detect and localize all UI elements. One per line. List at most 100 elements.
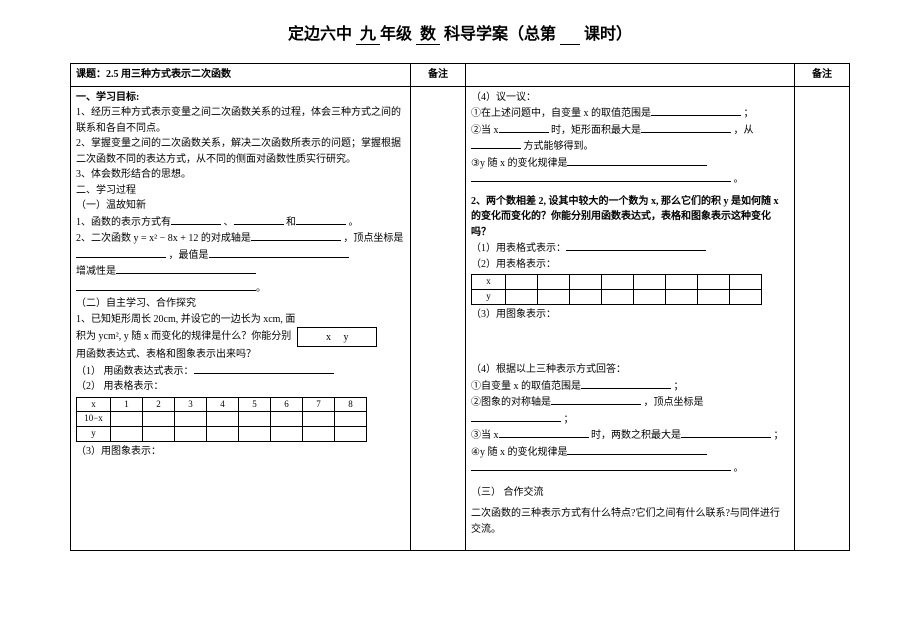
c [634, 275, 666, 290]
c [175, 412, 207, 427]
c [730, 289, 762, 304]
r1b: ； [744, 108, 754, 119]
c: 4 [207, 397, 239, 412]
c [111, 427, 143, 442]
c [538, 289, 570, 304]
r3: ③y 随 x 的变化规律是 [471, 155, 789, 172]
c [634, 289, 666, 304]
s3: （三） 合作交流 [471, 485, 789, 501]
rect-box: x y [297, 327, 377, 347]
blank [641, 122, 731, 133]
r2c: ，从 [734, 125, 754, 136]
ry: y [472, 289, 506, 304]
line-2: 2、二次函数 y = x² − 8x + 12 的对成轴是 ，顶点坐标是 [76, 230, 405, 247]
a44bb: 。 [734, 463, 744, 474]
r2d: 方式能够得到。 [524, 141, 594, 152]
blank [681, 427, 771, 438]
c [303, 412, 335, 427]
blank [567, 444, 707, 455]
r3line2: 。 [471, 171, 789, 188]
c [175, 427, 207, 442]
r3a: ③y 随 x 的变化规律是 [471, 158, 567, 169]
review-heading: （一）温故知新 [76, 198, 405, 214]
notes-left [411, 86, 466, 551]
m1-label: （1） 用函数表达式表示： [76, 366, 194, 377]
title-blank [560, 26, 580, 45]
c [602, 289, 634, 304]
r1: ①在上述问题中，自变量 x 的取值范围是 ； [471, 105, 789, 122]
rx: x [472, 275, 506, 290]
c: 2 [143, 397, 175, 412]
m2: （2） 用表格表示： [76, 379, 405, 395]
c [570, 289, 602, 304]
line-zjx: 增减性是 [76, 263, 405, 280]
c [111, 412, 143, 427]
blank [234, 214, 284, 225]
c: 3 [175, 397, 207, 412]
c [143, 427, 175, 442]
l2: 2、二次函数 y = x² − 8x + 12 的对成轴是 [76, 233, 251, 244]
blank [499, 427, 589, 438]
l2c: ，最值是 [169, 250, 209, 261]
q1b: 积为 ycm², y 随 x 而变化的规律是什么？你能分别 [76, 329, 291, 345]
m3: （3）用图象表示： [76, 444, 405, 460]
rm2: （2）用表格表示： [471, 257, 789, 273]
l1d: 。 [349, 217, 359, 228]
blank [471, 460, 731, 471]
d4: （4）议一议： [471, 90, 789, 106]
cell-y: y [77, 427, 111, 442]
c: 6 [271, 397, 303, 412]
right-content: （4）议一议： ①在上述问题中，自变量 x 的取值范围是 ； ②当 x 时，矩形… [466, 86, 795, 551]
c [698, 275, 730, 290]
c [506, 275, 538, 290]
q1: 1、已知矩形周长 20cm, 并设它的一边长为 xcm, 面 [76, 312, 405, 328]
zjx: 增减性是 [76, 266, 116, 277]
blank [551, 394, 641, 405]
q1c: 用函数表达式、表格和图象表示出来吗？ [76, 347, 405, 363]
c [506, 289, 538, 304]
table-right: x y [471, 274, 762, 305]
blank [471, 171, 731, 182]
l1a: 1、函数的表示方式有 [76, 217, 171, 228]
worksheet-table: 课题：2.5 用三种方式表示二次函数 备注 备注 一、学习目标: 1、经历三种方… [70, 63, 850, 551]
rm1: （1）用表格式表示： [471, 240, 789, 257]
notes-right [795, 86, 850, 551]
c [335, 427, 367, 442]
blank [566, 240, 706, 251]
c [730, 275, 762, 290]
line-1: 1、函数的表示方式有 、 和 。 [76, 214, 405, 231]
goals-heading: 一、学习目标: [76, 90, 405, 106]
a44a: ④y 随 x 的变化规律是 [471, 447, 567, 458]
blank [567, 155, 707, 166]
self-study-heading: （二）自主学习、合作探究 [76, 296, 405, 312]
spacer [471, 322, 789, 362]
c [207, 427, 239, 442]
a41b: ； [674, 381, 684, 392]
m1: （1） 用函数表达式表示： [76, 363, 405, 380]
rm3: （3）用图象表示： [471, 307, 789, 323]
c: 1 [111, 397, 143, 412]
c [271, 412, 303, 427]
c [666, 289, 698, 304]
rect-y: y [343, 332, 348, 343]
c [335, 412, 367, 427]
c [239, 412, 271, 427]
goal-2: 2、掌握变量之间的二次函数关系，解决二次函数所表示的问题；掌握根据二次函数不同的… [76, 136, 405, 167]
r2: ②当 x 时，矩形面积最大是 ，从 方式能够得到。 [471, 122, 789, 155]
r1a: ①在上述问题中，自变量 x 的取值范围是 [471, 108, 651, 119]
a4-2: ②图象的对称轴是 ，顶点坐标是 ； [471, 394, 789, 427]
a43a: ③当 x [471, 430, 499, 441]
blank [251, 230, 341, 241]
title-suffix: 科导学案（总第 [444, 26, 556, 43]
cell-x: x [77, 397, 111, 412]
blank [651, 105, 741, 116]
c: 5 [239, 397, 271, 412]
a4-1: ①自变量 x 的取值范围是 ； [471, 378, 789, 395]
blank [296, 214, 346, 225]
c [666, 275, 698, 290]
l1b: 、 [224, 217, 234, 228]
c [602, 275, 634, 290]
notes-header-left: 备注 [411, 64, 466, 87]
a43b: 时，两数之积最大是 [591, 430, 681, 441]
c [143, 412, 175, 427]
